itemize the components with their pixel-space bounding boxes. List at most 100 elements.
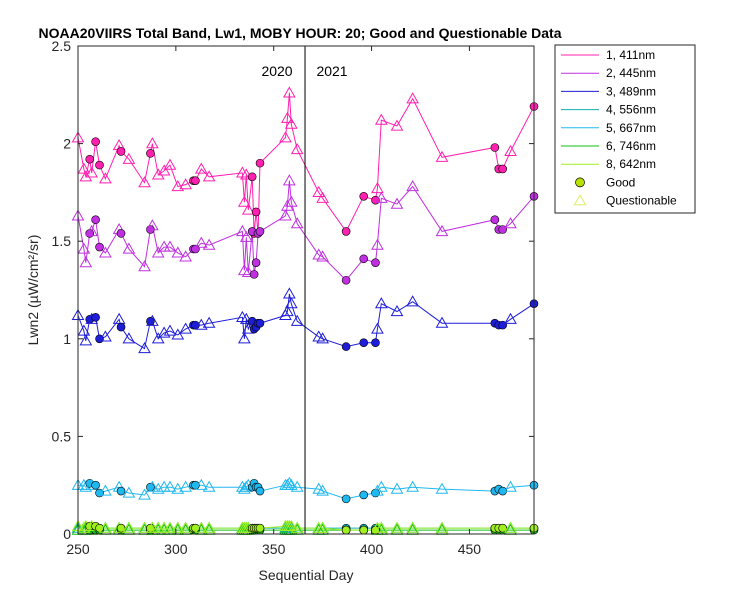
chart-title: NOAA20VIIRS Total Band, Lw1, MOBY HOUR: …: [39, 25, 562, 41]
questionable-point: [284, 297, 298, 309]
marker-layer: [71, 86, 539, 535]
questionable-point: [79, 334, 93, 346]
questionable-point: [504, 144, 517, 157]
questionable-point: [179, 250, 193, 262]
questionable-point: [151, 246, 165, 258]
questionable-point: [290, 521, 304, 533]
legend-label: 5, 667nm: [606, 121, 656, 135]
questionable-point: [171, 521, 185, 533]
legend-label: 1, 411nm: [606, 48, 655, 62]
good-point: [116, 147, 126, 156]
questionable-point: [371, 238, 384, 250]
questionable-point: [151, 332, 165, 344]
questionable-point: [146, 219, 159, 231]
plot-area: 2020 2021 250 300 350 400 450 0 0.5 1 1.5 2 2.5: [52, 38, 539, 557]
legend-label: Good: [606, 175, 635, 189]
good-point: [255, 158, 265, 168]
questionable-point: [202, 238, 216, 250]
questionable-point: [316, 191, 329, 203]
x-tick-label: 300: [164, 541, 188, 557]
questionable-point: [171, 246, 185, 258]
questionable-point: [122, 242, 136, 254]
questionable-point: [390, 119, 404, 131]
questionable-point: [283, 86, 296, 98]
y-tick-label: 2.5: [52, 38, 72, 54]
questionable-point: [85, 224, 99, 237]
questionable-point: [316, 250, 329, 262]
legend-label: 6, 746nm: [606, 139, 656, 153]
questionable-point: [283, 476, 296, 488]
questionable-point: [194, 478, 208, 490]
questionable-point: [284, 117, 298, 129]
questionable-point: [371, 181, 384, 194]
legend-items: 1, 411nm 2, 445nm 3, 489nm 4, 556nm 5, 667nm…: [561, 48, 677, 208]
questionable-point: [202, 170, 216, 182]
x-tick-label: 400: [360, 541, 384, 557]
questionable-point: [406, 521, 420, 533]
questionable-point: [435, 482, 449, 494]
questionable-point: [374, 480, 388, 492]
questionable-point: [138, 176, 151, 188]
questionable-point: [237, 195, 251, 207]
questionable-point: [390, 197, 404, 209]
questionable-point: [504, 521, 517, 533]
questionable-point: [99, 172, 112, 184]
questionable-point: [406, 180, 420, 192]
questionable-point: [406, 92, 420, 104]
good-point: [116, 523, 126, 533]
good-point: [91, 313, 100, 322]
legend-questionable-marker: [573, 194, 587, 206]
questionable-point: [194, 236, 208, 248]
questionable-point: [316, 332, 329, 344]
legend-label: Questionable: [606, 194, 677, 208]
good-point: [490, 215, 500, 225]
good-point: [371, 258, 380, 267]
questionable-point: [194, 318, 208, 330]
questionable-point: [504, 312, 517, 324]
year-label-2020: 2020: [261, 63, 292, 79]
good-point: [91, 137, 100, 146]
questionable-point: [371, 484, 384, 496]
questionable-point: [504, 480, 517, 492]
good-point: [116, 486, 126, 496]
questionable-point: [157, 164, 171, 176]
questionable-point: [146, 314, 159, 326]
questionable-point: [390, 521, 404, 533]
y-axis-ticks: 0 0.5 1 1.5 2 2.5: [52, 38, 534, 542]
good-point: [249, 270, 259, 279]
good-point: [91, 480, 100, 490]
questionable-point: [171, 180, 185, 192]
questionable-point: [122, 332, 136, 344]
questionable-point: [122, 486, 136, 498]
questionable-point: [435, 316, 449, 328]
legend-label: 8, 642nm: [606, 157, 656, 171]
questionable-point: [179, 178, 193, 190]
questionable-point: [237, 332, 251, 344]
legend-label: 4, 556nm: [606, 103, 656, 117]
questionable-point: [79, 256, 93, 268]
questionable-point: [163, 521, 177, 533]
questionable-point: [283, 174, 296, 186]
good-point: [247, 172, 257, 182]
y-tick-label: 1.5: [52, 233, 72, 249]
questionable-point: [284, 478, 298, 490]
questionable-point: [374, 521, 388, 533]
questionable-point: [279, 131, 292, 143]
questionable-point: [163, 480, 177, 492]
questionable-point: [138, 342, 151, 354]
axes-box: [77, 45, 535, 535]
good-point: [371, 338, 380, 348]
good-point: [490, 143, 500, 152]
questionable-point: [290, 142, 304, 155]
questionable-point: [77, 324, 91, 336]
questionable-point: [138, 260, 151, 272]
questionable-point: [99, 246, 112, 258]
x-tick-label: 350: [262, 541, 286, 557]
questionable-point: [202, 480, 216, 492]
questionable-point: [77, 242, 91, 254]
questionable-point: [290, 314, 304, 326]
x-axis-label: Sequential Day: [259, 567, 354, 583]
good-point: [95, 160, 104, 170]
questionable-point: [284, 519, 298, 531]
questionable-point: [85, 166, 99, 178]
